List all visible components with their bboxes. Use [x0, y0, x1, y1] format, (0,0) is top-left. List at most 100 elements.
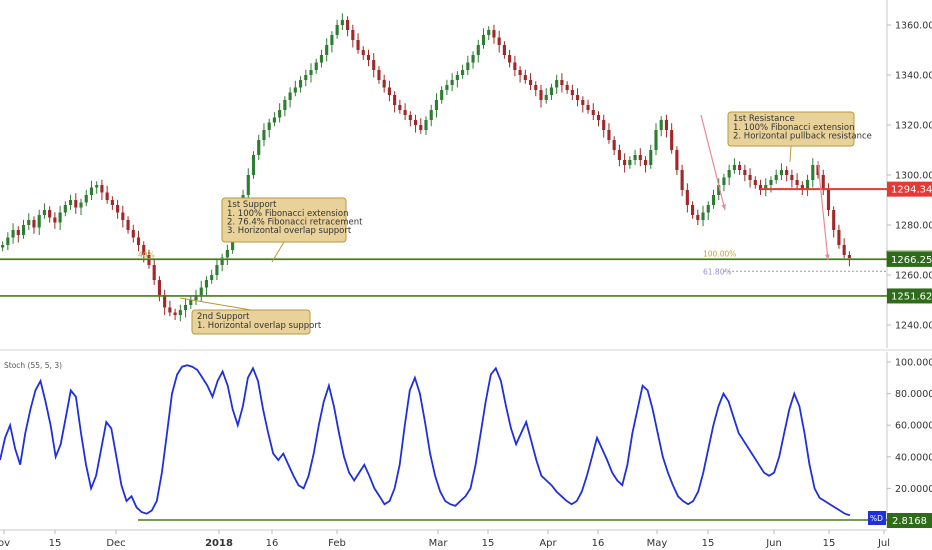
candle-body [325, 45, 329, 55]
stoch-line [0, 364, 851, 517]
annotation-pointer [179, 297, 252, 311]
price-tick-label: 1240.000 [895, 321, 932, 332]
candle-body [304, 75, 308, 80]
candle-body [539, 90, 543, 100]
candle-body [711, 195, 716, 205]
candle-body [403, 110, 407, 115]
candle-body [492, 30, 496, 38]
candle-body [272, 117, 276, 123]
stoch-series-tag [868, 511, 886, 525]
candle-body [1, 245, 5, 248]
candle-body [675, 150, 679, 170]
candles [1, 13, 851, 322]
annotation-title: 2nd Support [197, 312, 250, 322]
annotation-pointer [271, 241, 285, 263]
level-tag [887, 288, 932, 304]
candle-body [110, 200, 114, 205]
candle-body [727, 170, 731, 178]
candle-body [455, 75, 459, 80]
candle-body [63, 205, 67, 213]
candle-body [382, 80, 386, 88]
candle-body [826, 190, 831, 210]
candle-body [565, 85, 569, 90]
candle-body [309, 70, 313, 75]
candle-body [800, 185, 804, 190]
candle-body [168, 307, 172, 313]
candle-body [717, 185, 721, 195]
stoch-tick-label: 100.0000 [895, 358, 932, 369]
candle-body [6, 237, 10, 245]
candle-body [806, 180, 810, 190]
candle-body [319, 55, 324, 63]
level-tag-label: 1294.342 [891, 185, 932, 196]
annotation-box [221, 197, 347, 243]
candle-body [419, 125, 423, 130]
candle-body [466, 62, 470, 70]
candle-body [356, 40, 360, 50]
candle-body [288, 92, 292, 100]
candle-body [607, 130, 611, 140]
time-tick-label: 15 [482, 538, 495, 549]
candle-body [429, 110, 433, 120]
candle-body [220, 257, 224, 265]
candle-body [633, 155, 637, 160]
candle-body [560, 80, 564, 85]
time-tick-label: 15 [49, 538, 62, 549]
stoch-tick-label: 80.0000 [895, 389, 932, 400]
candle-body [842, 245, 846, 255]
candle-body [837, 230, 841, 245]
candle-body [471, 55, 475, 63]
candle-body [372, 60, 376, 70]
time-tick-label: 15 [823, 538, 836, 549]
time-tick-label: May [647, 538, 668, 549]
candle-body [832, 210, 836, 230]
candle-body [738, 165, 742, 170]
candle-body [722, 177, 726, 185]
candle-body [476, 45, 480, 55]
candle-body [283, 100, 287, 110]
candle-body [53, 217, 57, 223]
candle-body [523, 75, 527, 80]
candle-body [246, 175, 250, 195]
candle-body [210, 275, 214, 280]
candle-body [549, 87, 554, 95]
price-tick-label: 1260.000 [895, 271, 932, 282]
candle-body [434, 100, 439, 110]
candle-body [105, 192, 109, 200]
candle-body [278, 110, 282, 118]
candle-body [267, 122, 271, 130]
candle-body [847, 255, 851, 260]
candle-body [136, 237, 141, 245]
candle-body [643, 160, 648, 165]
candle-body [11, 230, 15, 238]
time-tick-label: Dec [106, 538, 125, 549]
candle-body [126, 220, 130, 230]
candle-body [314, 62, 318, 70]
fib-percent-label: 40% [138, 250, 155, 259]
stoch-axis-ticks: 20.0000 40.0000 60.0000 80.0000 100.0000 [887, 358, 932, 495]
candle-body [204, 280, 209, 288]
stoch-tick-label: 60.0000 [895, 421, 932, 432]
candle-body [785, 170, 789, 175]
level-tag [887, 251, 932, 267]
candle-body [654, 130, 658, 150]
candle-body [450, 80, 454, 85]
candle-body [152, 265, 156, 280]
candle-body [612, 140, 616, 150]
candle-body [461, 70, 465, 75]
fib-percent-label: 100.00% [703, 250, 736, 259]
candle-body [68, 200, 73, 205]
candle-body [183, 305, 188, 310]
candle-body [351, 30, 355, 40]
candle-body [387, 87, 391, 95]
candle-body [346, 20, 350, 30]
candle-body [413, 120, 418, 125]
candle-body [513, 62, 517, 70]
candle-body [753, 180, 757, 185]
candle-body [586, 105, 590, 110]
candle-body [502, 45, 506, 55]
price-axis-ticks: 1240.000 1260.000 1280.000 1300.000 1320.000… [887, 21, 932, 332]
time-tick-label: Jun [765, 538, 782, 549]
